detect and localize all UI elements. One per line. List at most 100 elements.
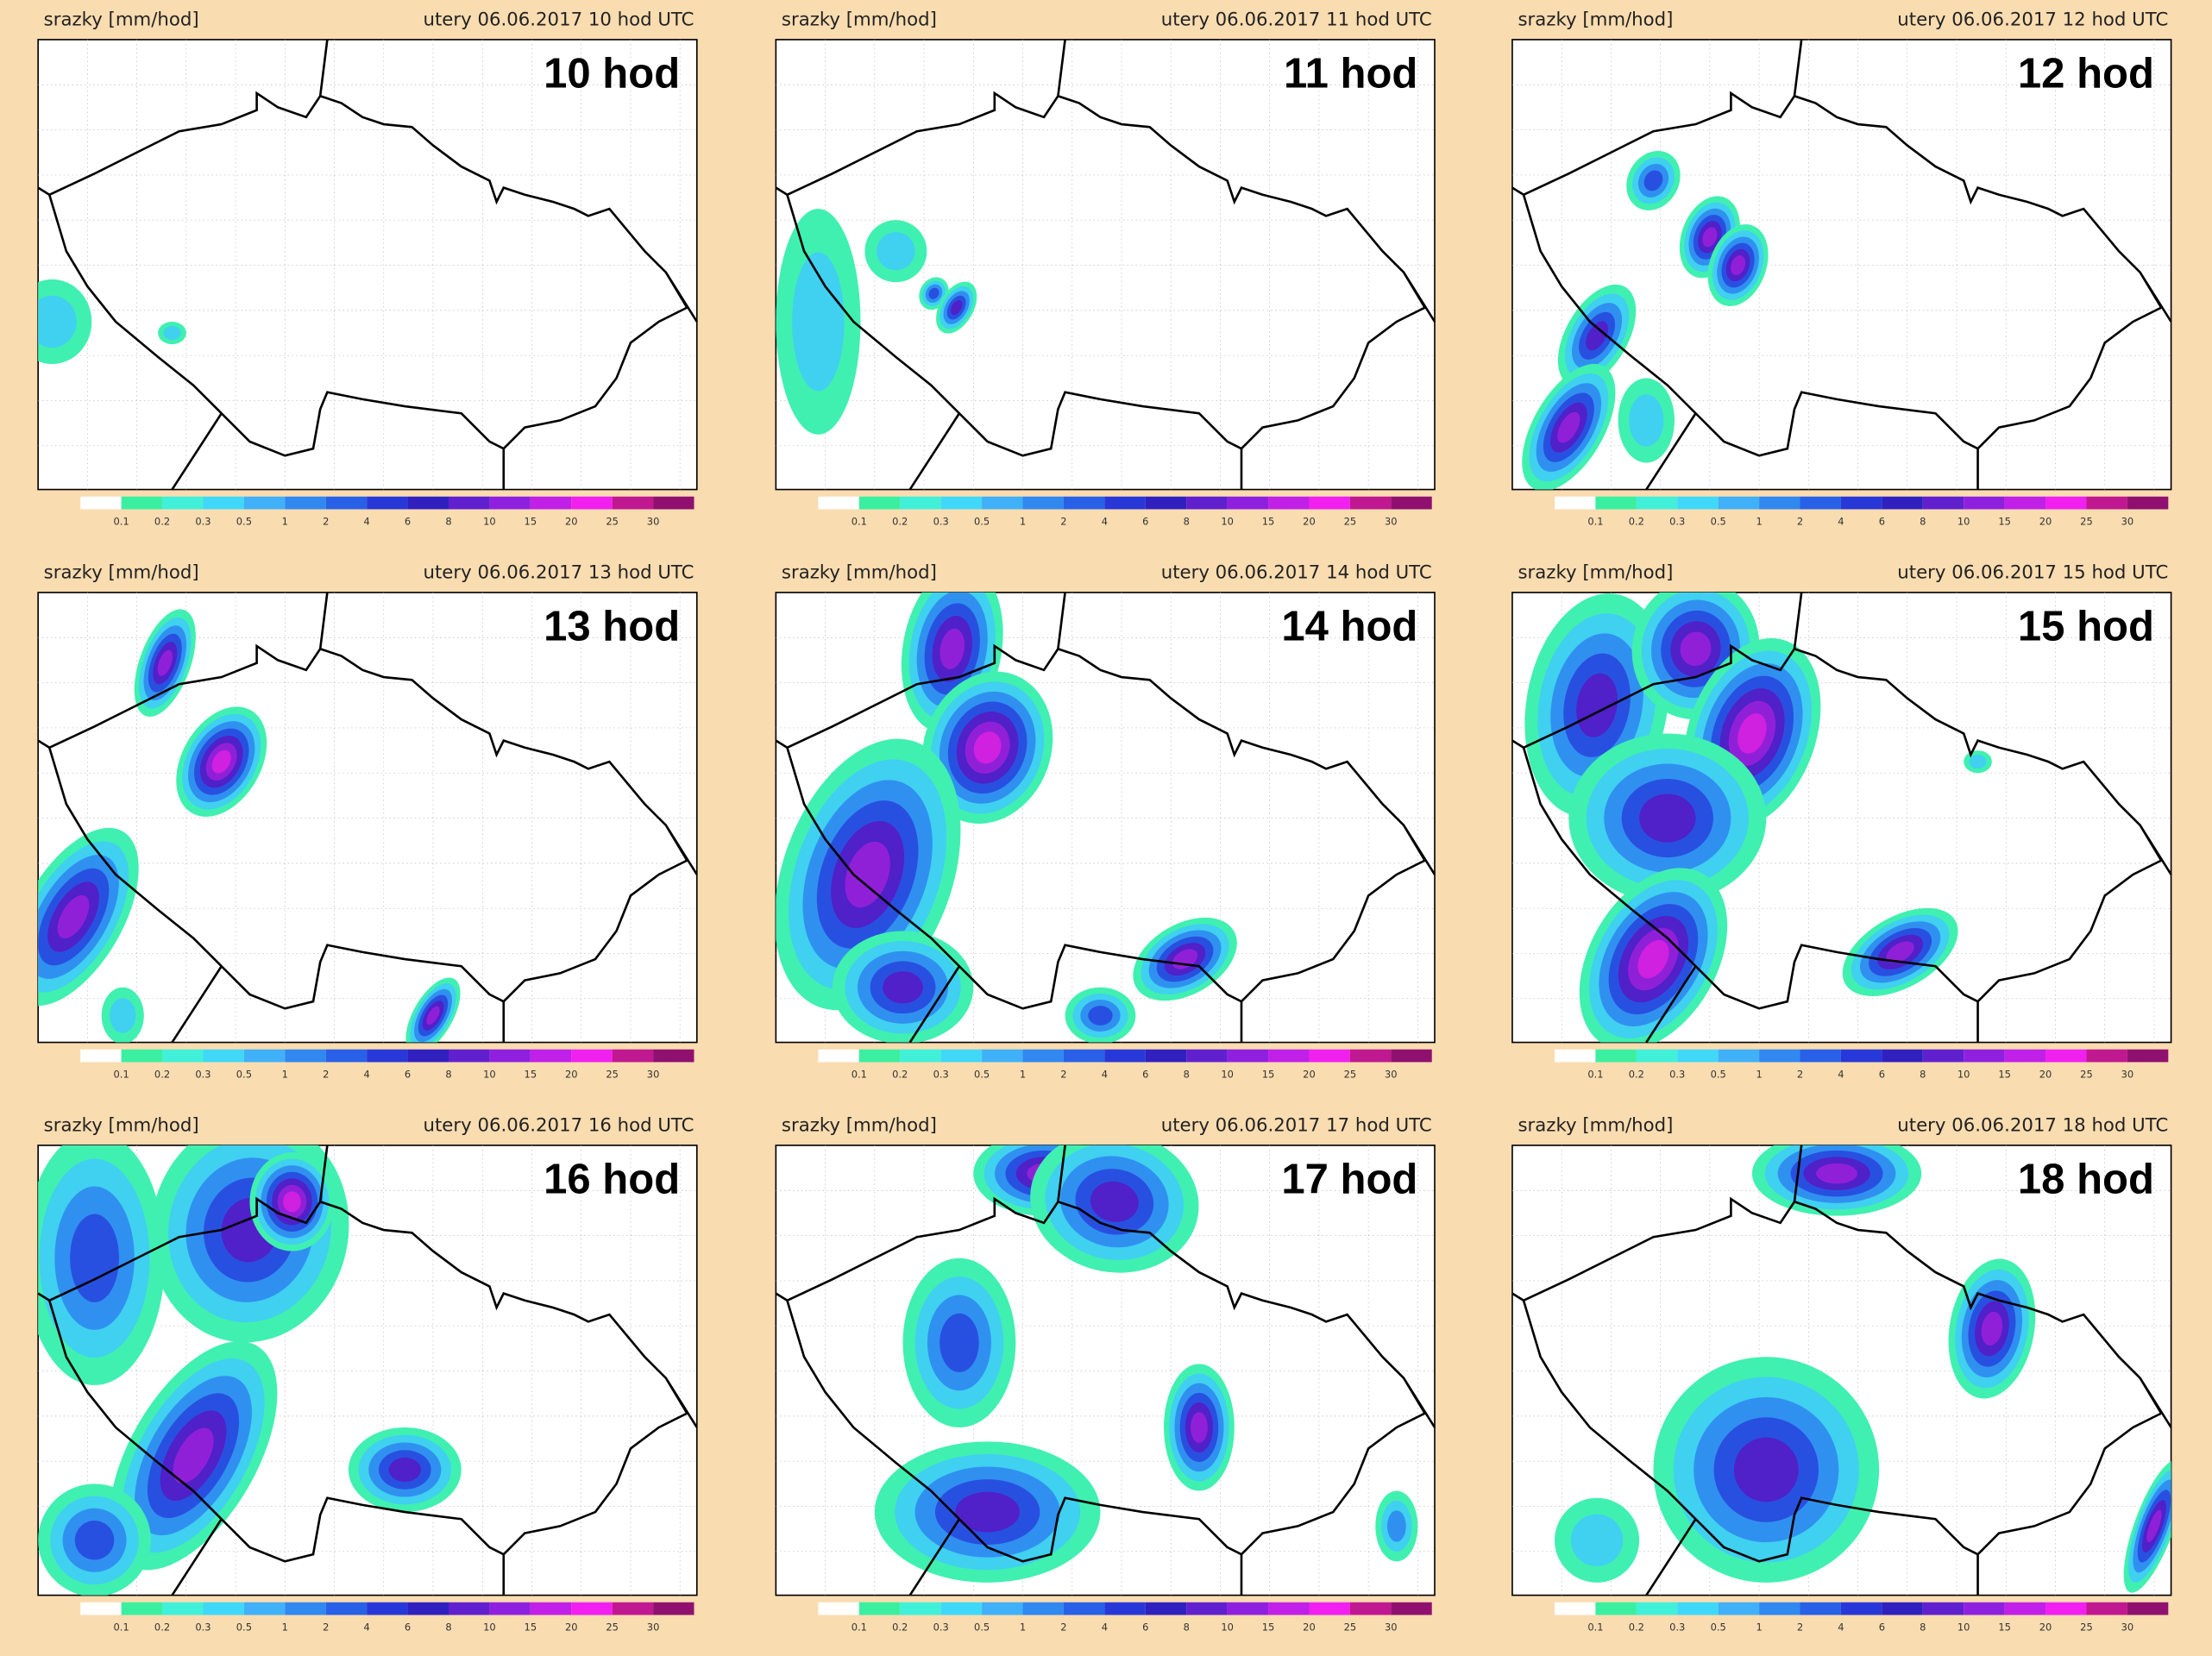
colorbar-label: 15 [525, 515, 537, 527]
colorbar-label: 20 [565, 1068, 578, 1080]
colorbar-label: 15 [1998, 1068, 2011, 1080]
colorbar-swatch [1636, 1602, 1678, 1615]
colorbar-swatch [1063, 496, 1105, 510]
map-panel: srazky [mm/hod] utery 06.06.2017 18 hod U… [1511, 1115, 2172, 1633]
colorbar-swatch [1718, 1049, 1760, 1063]
colorbar-label: 30 [2121, 515, 2134, 527]
colorbar-swatch [1759, 1049, 1800, 1063]
variable-label: srazky [mm/hod] [782, 562, 937, 584]
rain-cell [1088, 1006, 1113, 1026]
hour-label: 17 hod [1281, 1157, 1417, 1203]
colorbar-label: 0.3 [195, 1621, 211, 1633]
colorbar-label: 15 [1262, 1068, 1275, 1080]
colorbar-label: 30 [2121, 1621, 2134, 1633]
colorbar-label: 0.3 [933, 515, 949, 527]
colorbar-label: 0.1 [851, 1068, 867, 1080]
colorbar-swatch [367, 1602, 408, 1615]
colorbar-label: 0.3 [1669, 1068, 1685, 1080]
colorbar-label: 6 [1879, 515, 1885, 527]
colorbar-swatch [448, 1602, 490, 1615]
colorbar-swatch [982, 1049, 1023, 1063]
colorbar-swatch [2127, 496, 2169, 510]
colorbar-label: 0.5 [1711, 515, 1726, 527]
colorbar-label: 0.5 [236, 1621, 252, 1633]
colorbar-swatch [407, 1602, 449, 1615]
rain-cell [955, 1491, 1021, 1533]
precipitation [38, 279, 186, 365]
colorbar-label: 0.5 [974, 515, 990, 527]
colorbar-label: 4 [1838, 1621, 1844, 1633]
colorbar-swatch [940, 496, 983, 510]
colorbar-swatch [940, 1602, 983, 1615]
colorbar-swatch [2004, 1602, 2046, 1615]
rain-cell [1969, 755, 1987, 769]
rain-cell [1629, 394, 1664, 447]
colorbar-label: 0.2 [154, 1621, 170, 1633]
colorbar-label: 10 [1957, 1068, 1970, 1080]
colorbar-label: 6 [405, 515, 411, 527]
rain-cell [973, 731, 1002, 764]
colorbar-swatch [818, 496, 859, 510]
colorbar-swatch [243, 496, 286, 510]
colorbar-label: 15 [1262, 515, 1275, 527]
colorbar-swatch [1022, 1049, 1064, 1063]
colorbar-swatch [900, 1602, 941, 1615]
rain-cell [1981, 1311, 2003, 1346]
colorbar-swatch [1104, 496, 1146, 510]
colorbar-swatch [1840, 1049, 1882, 1063]
colorbar-swatch [530, 1049, 572, 1063]
map-panel: srazky [mm/hod] utery 06.06.2017 11 hod U… [775, 9, 1436, 527]
colorbar-label: 0.3 [1669, 1621, 1685, 1633]
rain-cell [1576, 673, 1618, 737]
colorbar-swatch [1677, 496, 1719, 510]
colorbar-swatch [1882, 1602, 1923, 1615]
rain-cell [1731, 255, 1746, 276]
map-panel: srazky [mm/hod] utery 06.06.2017 12 hod U… [1511, 9, 2172, 527]
variable-label: srazky [mm/hod] [1518, 1115, 1673, 1137]
colorbar-label: 0.1 [1587, 1068, 1603, 1080]
colorbar-swatch [2004, 496, 2046, 510]
colorbar-label: 20 [2039, 1068, 2052, 1080]
colorbar-swatch [1349, 1049, 1392, 1063]
colorbar-label: 0.3 [1669, 515, 1685, 527]
colorbar-label: 1 [1756, 1068, 1762, 1080]
hour-label: 18 hod [2018, 1157, 2154, 1203]
colorbar-swatch [243, 1602, 286, 1615]
colorbar-label: 0.5 [236, 1068, 252, 1080]
colorbar-swatch [2045, 1602, 2087, 1615]
colorbar-label: 30 [1385, 1621, 1398, 1633]
rain-cell [1733, 1437, 1799, 1502]
rain-cell [939, 1313, 979, 1372]
colorbar-label: 2 [1060, 515, 1066, 527]
colorbar-swatch [80, 496, 122, 510]
colorbar-swatch [1186, 1602, 1228, 1615]
colorbar-swatch [489, 496, 531, 510]
colorbar-swatch [2086, 1049, 2127, 1063]
variable-label: srazky [mm/hod] [1518, 9, 1673, 31]
colorbar-swatch [285, 496, 326, 510]
rain-cell [38, 295, 77, 348]
colorbar-swatch [1840, 496, 1882, 510]
colorbar-swatch [653, 1049, 694, 1063]
colorbar-label: 0.1 [1587, 515, 1603, 527]
colorbar-swatch [818, 1602, 859, 1615]
colorbar-label: 30 [647, 1068, 660, 1080]
colorbar-swatch [1677, 1049, 1719, 1063]
colorbar-swatch [1595, 496, 1637, 510]
colorbar-label: 2 [1797, 1621, 1803, 1633]
colorbar-swatch [2086, 1602, 2127, 1615]
map-panel: srazky [mm/hod] utery 06.06.2017 13 hod U… [36, 562, 699, 1080]
colorbar: 0.1 0.2 0.3 0.5 1 2 4 6 8 10 15 20 25 30 [1554, 496, 2169, 527]
colorbar-swatch [612, 496, 654, 510]
colorbar: 0.1 0.2 0.3 0.5 1 2 4 6 8 10 15 20 25 30 [818, 1602, 1432, 1633]
colorbar-label: 1 [282, 515, 288, 527]
colorbar-swatch [612, 1602, 654, 1615]
precipitation [776, 592, 1237, 1043]
colorbar-label: 0.2 [1629, 1621, 1644, 1633]
rain-cell [283, 1191, 301, 1213]
colorbar-label: 4 [364, 1621, 370, 1633]
colorbar-swatch [1309, 1602, 1350, 1615]
colorbar-label: 1 [282, 1068, 288, 1080]
colorbar-label: 0.2 [892, 1068, 908, 1080]
colorbar-swatch [162, 496, 204, 510]
